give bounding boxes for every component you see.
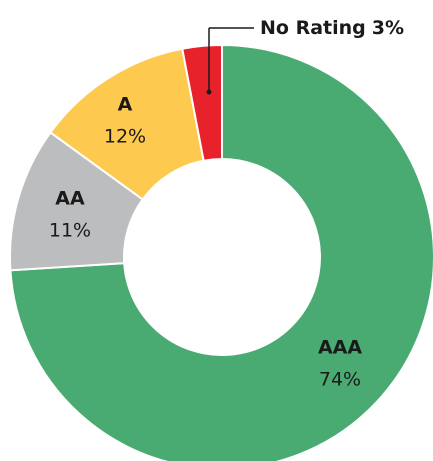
donut-slice: [9, 43, 433, 461]
slice-label: AA: [55, 188, 85, 210]
slice-label: AAA: [318, 337, 362, 359]
slice-value: 74%: [319, 369, 361, 391]
callout-value: 3%: [372, 17, 404, 39]
callout-label: No Rating 3%: [260, 17, 404, 39]
slice-label: A: [118, 94, 133, 116]
donut-slice: [49, 47, 205, 201]
callout-name: No Rating: [260, 17, 366, 39]
leader-dot: [206, 89, 212, 95]
donut-slice: [181, 43, 223, 162]
slice-value: 12%: [104, 126, 146, 148]
slice-value: 11%: [49, 220, 91, 242]
